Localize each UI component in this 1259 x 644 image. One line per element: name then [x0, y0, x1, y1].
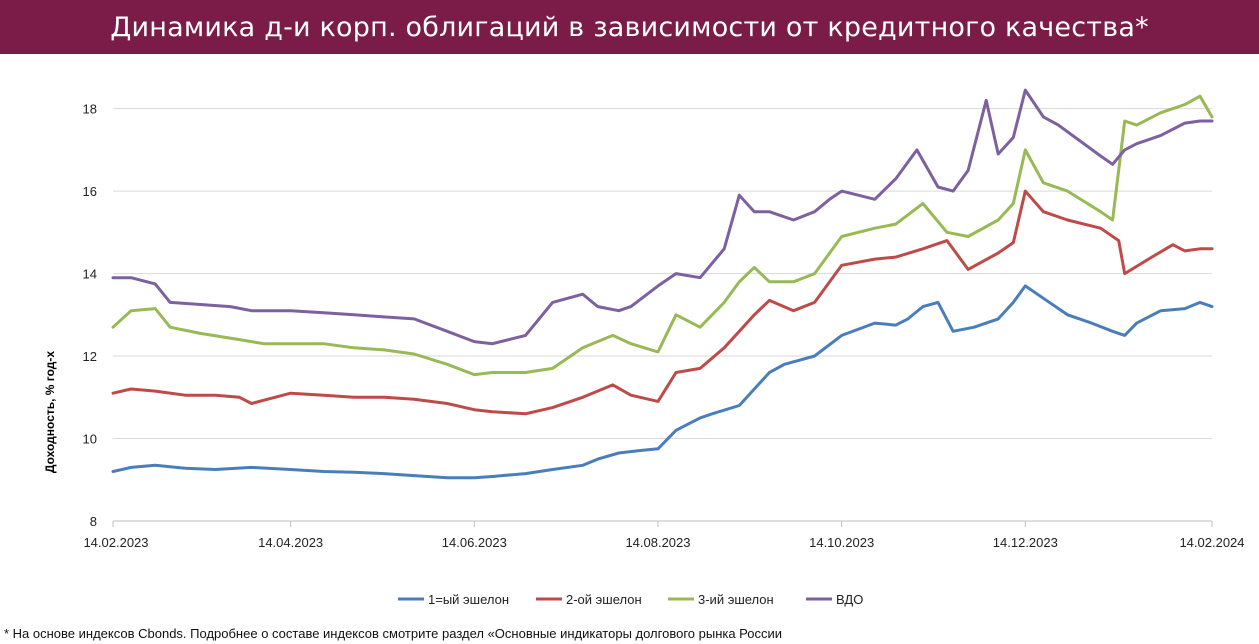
x-tick-label: 14.02.2024	[1179, 535, 1244, 550]
x-tick-label: 14.12.2023	[993, 535, 1058, 550]
footnote: * На основе индексов Cbonds. Подробнее о…	[4, 626, 783, 641]
series-line-2	[111, 189, 1214, 416]
grid-lines	[113, 108, 1212, 440]
y-tick-label: 8	[90, 514, 97, 529]
legend-label: ВДО	[836, 592, 863, 607]
x-axis-ticks: 14.02.2023 14.04.2023 14.06.2023 14.08.2023…	[83, 521, 1245, 550]
y-tick-label: 16	[83, 184, 97, 199]
x-tick-label: 14.02.2023	[83, 535, 148, 550]
x-tick-label: 14.06.2023	[442, 535, 507, 550]
x-tick-label: 14.10.2023	[809, 535, 874, 550]
legend-label: 3-ий эшелон	[698, 592, 774, 607]
y-tick-label: 12	[83, 349, 97, 364]
legend: 1=ый эшелон 2-ой эшелон 3-ий эшелон ВДО	[398, 592, 863, 607]
series-line-3	[111, 94, 1214, 377]
series-line-4	[111, 88, 1214, 346]
y-axis-ticks: 8 10 12 14 16 18	[83, 102, 97, 529]
x-tick-label: 14.04.2023	[258, 535, 323, 550]
chart-title: Динамика д-и корп. облигаций в зависимос…	[110, 11, 1149, 43]
y-tick-label: 14	[83, 267, 97, 282]
y-tick-label: 18	[83, 102, 97, 117]
legend-label: 1=ый эшелон	[428, 592, 509, 607]
x-tick-label: 14.08.2023	[625, 535, 690, 550]
chart-title-bar: Динамика д-и корп. облигаций в зависимос…	[0, 0, 1259, 54]
line-chart: 8 10 12 14 16 18 14.02.2023 14.04.2023 14.06.20…	[43, 88, 1245, 607]
series-line-1	[111, 284, 1214, 480]
legend-label: 2-ой эшелон	[566, 592, 642, 607]
y-axis-label: Доходность, % год-х	[43, 351, 57, 474]
y-tick-label: 10	[83, 432, 97, 447]
series-lines	[111, 88, 1214, 480]
